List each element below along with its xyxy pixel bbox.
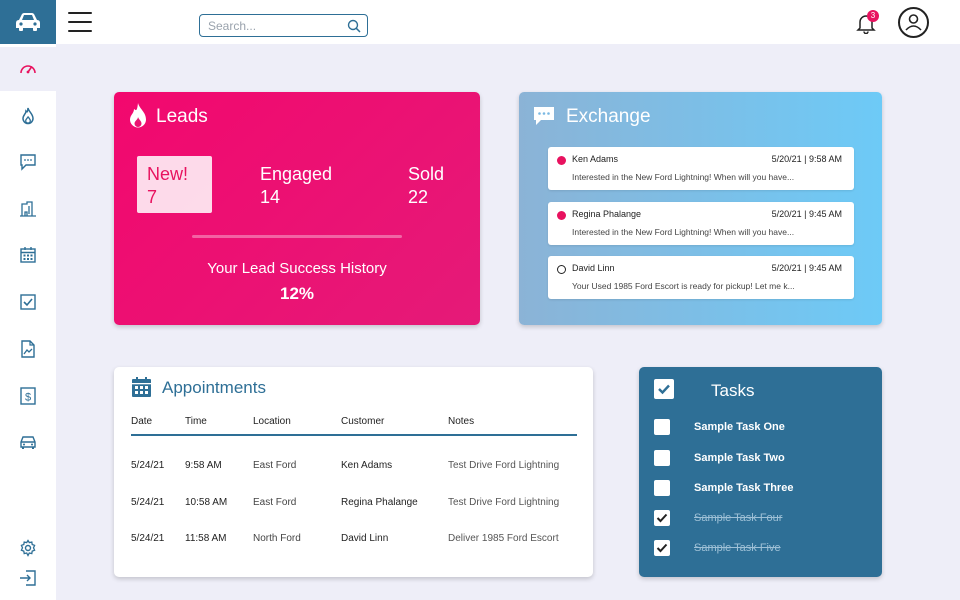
message-time: 5/20/21 | 9:45 AM <box>771 209 842 219</box>
appointment-time: 11:58 AM <box>185 533 227 544</box>
tasks-title: Tasks <box>711 381 755 400</box>
appointment-date: 5/24/21 <box>131 533 165 544</box>
tasks-card: Tasks Sample Task One Sample Task Two Sa… <box>639 367 882 577</box>
checkbox-checked-icon <box>654 379 674 399</box>
sold-leads-value: 22 <box>408 187 429 207</box>
appointment-location: East Ford <box>253 497 297 508</box>
task-checkbox-checked[interactable] <box>654 540 670 556</box>
appointment-location: North Ford <box>253 533 301 544</box>
message-sender: Ken Adams <box>572 154 619 164</box>
appointment-date: 5/24/21 <box>131 460 165 471</box>
appointment-notes: Test Drive Ford Lightning <box>448 460 560 471</box>
appointment-customer: David Linn <box>341 533 389 544</box>
new-leads-value: 7 <box>147 187 158 207</box>
message-sender: David Linn <box>572 263 615 273</box>
lead-history-value: 12% <box>279 284 315 303</box>
sidebar-active-highlight <box>0 47 56 91</box>
column-header-customer[interactable]: Customer <box>341 416 385 427</box>
checkmark-icon <box>656 513 668 523</box>
building-icon[interactable] <box>14 195 42 223</box>
task-label: Sample Task One <box>694 421 785 433</box>
message-item[interactable]: David Linn 5/20/21 | 9:45 AM Your Used 1… <box>548 256 854 299</box>
appointment-customer: Ken Adams <box>341 460 393 471</box>
menu-icon[interactable] <box>68 12 92 32</box>
sold-leads-label: Sold <box>408 164 445 184</box>
unread-dot-icon <box>557 211 566 220</box>
finance-icon[interactable]: $ <box>14 382 42 410</box>
sold-leads-stat[interactable]: Sold 22 <box>408 163 444 209</box>
appointments-title: Appointments <box>162 378 266 397</box>
task-checkbox[interactable] <box>654 450 670 466</box>
notification-bell-icon[interactable]: 3 <box>856 10 879 36</box>
task-checkbox[interactable] <box>654 419 670 435</box>
engaged-leads-value: 14 <box>260 187 281 207</box>
logout-icon[interactable] <box>14 564 42 592</box>
top-bar: 3 <box>56 0 960 44</box>
task-checkbox[interactable] <box>654 480 670 496</box>
read-dot-icon <box>557 265 566 274</box>
message-item[interactable]: Ken Adams 5/20/21 | 9:58 AM Interested i… <box>548 147 854 190</box>
car-logo-icon[interactable] <box>0 0 56 44</box>
dashboard-icon[interactable] <box>14 55 42 83</box>
message-time: 5/20/21 | 9:58 AM <box>771 154 842 164</box>
search-box[interactable] <box>199 14 368 37</box>
calendar-icon <box>132 377 151 397</box>
appointment-notes: Deliver 1985 Ford Escort <box>448 533 559 544</box>
flame-icon <box>130 103 146 128</box>
search-icon[interactable] <box>347 19 361 33</box>
task-label: Sample Task Five <box>694 542 781 554</box>
appointments-card: Appointments Date Time Location Customer… <box>114 367 593 577</box>
leads-card: Leads New! 7 Engaged 14 Sold 22 Your Lea… <box>114 92 480 325</box>
column-header-date[interactable]: Date <box>131 416 153 427</box>
column-header-time[interactable]: Time <box>185 416 207 427</box>
task-checkbox-checked[interactable] <box>654 510 670 526</box>
appointment-customer: Regina Phalange <box>341 497 418 508</box>
message-sender: Regina Phalange <box>572 209 642 219</box>
new-leads-stat[interactable]: New! 7 <box>137 156 212 213</box>
tasks-icon[interactable] <box>14 288 42 316</box>
engaged-leads-label: Engaged <box>260 164 333 184</box>
leads-title: Leads <box>156 106 208 127</box>
task-label: Sample Task Two <box>694 452 785 464</box>
message-preview: Interested in the New Ford Lightning! Wh… <box>572 172 795 182</box>
message-time: 5/20/21 | 9:45 AM <box>771 263 842 273</box>
leads-divider <box>192 235 402 238</box>
column-header-notes[interactable]: Notes <box>448 416 475 427</box>
document-icon[interactable] <box>14 335 42 363</box>
user-avatar-icon[interactable] <box>898 7 929 38</box>
notification-count-badge: 3 <box>867 10 879 22</box>
leads-icon[interactable] <box>14 102 42 130</box>
message-item[interactable]: Regina Phalange 5/20/21 | 9:45 AM Intere… <box>548 202 854 245</box>
unread-dot-icon <box>557 156 566 165</box>
chat-icon[interactable] <box>14 148 42 176</box>
appointment-notes: Test Drive Ford Lightning <box>448 497 560 508</box>
task-label: Sample Task Three <box>694 482 794 494</box>
vehicle-icon[interactable] <box>14 428 42 456</box>
svg-text:$: $ <box>25 392 31 404</box>
appointment-time: 9:58 AM <box>185 460 222 471</box>
lead-history-label: Your Lead Success History <box>207 260 387 277</box>
chat-bubble-icon <box>534 107 554 125</box>
message-preview: Interested in the New Ford Lightning! Wh… <box>572 227 795 237</box>
appointment-location: East Ford <box>253 460 297 471</box>
appointment-date: 5/24/21 <box>131 497 165 508</box>
appointment-time: 10:58 AM <box>185 497 228 508</box>
message-preview: Your Used 1985 Ford Escort is ready for … <box>572 281 795 291</box>
search-input[interactable] <box>200 15 340 36</box>
exchange-card: Exchange Ken Adams 5/20/21 | 9:58 AM Int… <box>519 92 882 325</box>
settings-icon[interactable] <box>14 534 42 562</box>
engaged-leads-stat[interactable]: Engaged 14 <box>260 163 332 209</box>
table-header-divider <box>131 434 577 436</box>
column-header-location[interactable]: Location <box>253 416 291 427</box>
calendar-icon[interactable] <box>14 241 42 269</box>
sidebar: $ <box>0 0 56 600</box>
task-label: Sample Task Four <box>694 512 783 524</box>
new-leads-label: New! <box>147 164 189 184</box>
exchange-title: Exchange <box>566 106 651 127</box>
checkmark-icon <box>656 543 668 553</box>
